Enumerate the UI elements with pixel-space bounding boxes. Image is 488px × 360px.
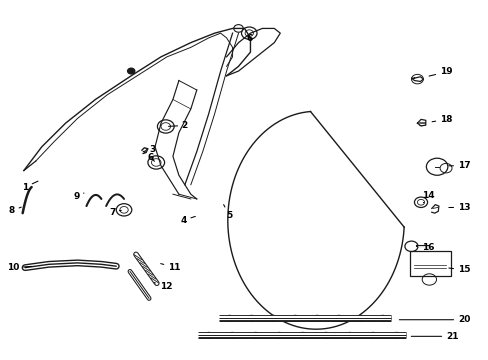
Text: 18: 18 [431, 115, 451, 124]
Text: 11: 11 [161, 263, 180, 272]
Circle shape [205, 333, 212, 338]
Text: 7: 7 [109, 208, 121, 217]
Text: 4: 4 [180, 216, 195, 225]
Text: 6: 6 [245, 34, 252, 43]
Text: 9: 9 [73, 192, 84, 201]
Text: 6: 6 [147, 153, 154, 162]
Text: 10: 10 [7, 263, 32, 272]
Text: 1: 1 [22, 181, 38, 192]
Circle shape [379, 315, 386, 321]
Text: 14: 14 [421, 191, 434, 203]
Circle shape [127, 68, 135, 74]
Circle shape [269, 315, 276, 321]
Circle shape [252, 333, 259, 338]
Circle shape [247, 315, 255, 321]
Text: 5: 5 [223, 204, 232, 220]
Circle shape [335, 315, 342, 321]
Text: 20: 20 [399, 315, 469, 324]
Text: 21: 21 [410, 332, 457, 341]
Text: 16: 16 [416, 243, 433, 252]
Text: 8: 8 [9, 206, 21, 215]
Text: 15: 15 [448, 265, 469, 274]
Circle shape [392, 333, 399, 338]
Text: 17: 17 [448, 161, 469, 170]
Circle shape [346, 333, 352, 338]
Circle shape [291, 315, 298, 321]
Circle shape [313, 315, 320, 321]
Circle shape [299, 333, 305, 338]
Text: 3: 3 [143, 145, 155, 154]
Circle shape [225, 315, 233, 321]
Circle shape [357, 315, 364, 321]
Text: 13: 13 [448, 203, 469, 212]
Circle shape [275, 333, 282, 338]
Circle shape [228, 333, 235, 338]
Bar [409, 251, 450, 276]
Text: 2: 2 [168, 121, 187, 130]
Text: 12: 12 [154, 282, 172, 291]
Circle shape [369, 333, 376, 338]
Circle shape [322, 333, 329, 338]
Text: 19: 19 [428, 68, 451, 77]
